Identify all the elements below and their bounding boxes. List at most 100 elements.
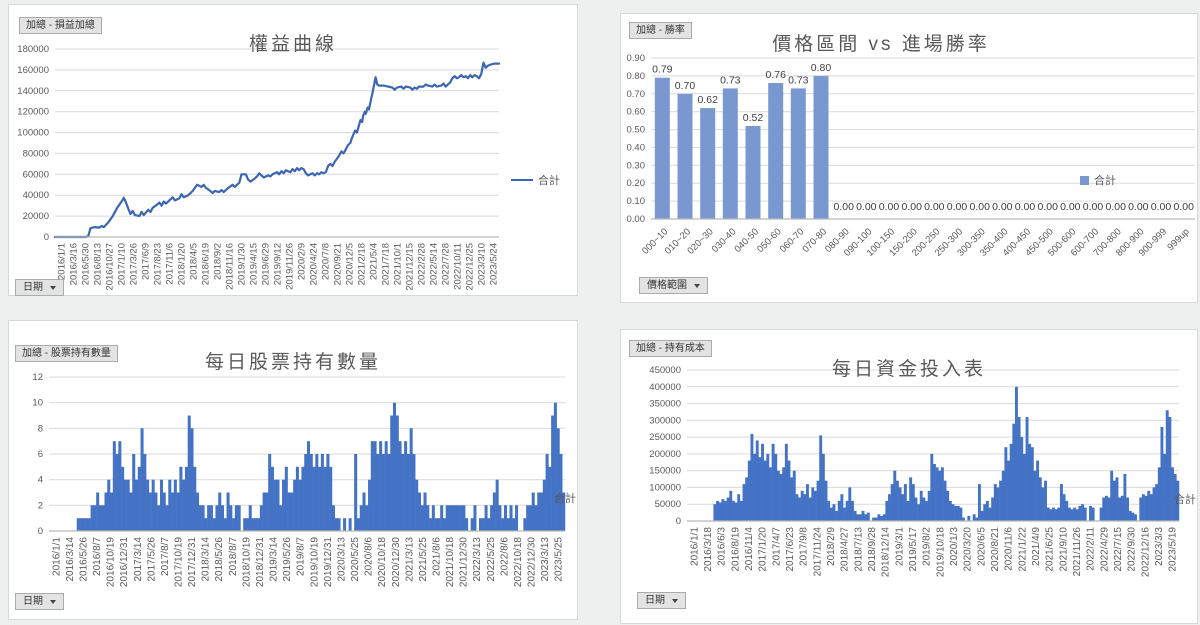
bar: [473, 505, 477, 531]
y-tick-label: 120000: [17, 107, 49, 118]
bar: [481, 518, 485, 531]
bar: [148, 492, 152, 531]
y-tick-label: 80000: [23, 148, 49, 159]
bar: [943, 480, 947, 521]
bar: [104, 492, 108, 531]
win-rate-panel: 0.00 0.10 0.20 0.30 0.40 0.50 0.60 0.70 0.80 0.90…: [620, 13, 1198, 303]
bar: [254, 518, 258, 531]
bar: [919, 490, 923, 521]
bar: [726, 497, 730, 521]
bar: [1171, 467, 1174, 521]
bar: [329, 466, 333, 531]
equity-curve-plot: 0 20000 40000 60000 80000 100000 120000 140000 1…: [17, 44, 501, 291]
x-tick-label: 2022/2/28: [417, 243, 428, 285]
y-tick-label: 0.60: [627, 107, 646, 118]
bar: [326, 454, 330, 531]
axis-button-label: 日期: [23, 281, 43, 293]
pivot-field-button-cost[interactable]: 加總 - 持有成本: [629, 340, 712, 357]
bar: [157, 505, 161, 531]
bar: [1036, 460, 1040, 521]
x-tick-label: 2023/3/3: [1154, 527, 1165, 566]
bar: [534, 505, 538, 531]
bar: [198, 505, 202, 531]
bar: [187, 415, 191, 531]
pivot-field-button-profit-sum[interactable]: 加總 - 損益加總: [19, 17, 102, 34]
pivot-field-button-holdings[interactable]: 加總 - 股票持有數量: [15, 345, 118, 362]
bar: [837, 500, 841, 521]
pivot-field-button-win-rate[interactable]: 加總 - 勝率: [629, 22, 692, 39]
chart-title: 權益曲線: [248, 34, 337, 55]
bar: [218, 492, 222, 531]
x-tick-label: 2021/5/25: [418, 537, 429, 582]
axis-button-label: 日期: [645, 594, 665, 606]
bar: [268, 454, 272, 531]
x-tick-label: 2017/6/23: [785, 527, 796, 572]
bar: [129, 492, 133, 531]
legend-label: 合計: [1174, 494, 1196, 506]
bar: [337, 518, 341, 531]
bar: [1038, 477, 1042, 521]
bar: [840, 494, 844, 521]
data-label: 0.76: [765, 69, 786, 81]
x-tick-label: 2021/2/18: [357, 243, 368, 285]
date-filter-button[interactable]: 日期: [637, 592, 686, 609]
date-filter-button[interactable]: 日期: [15, 279, 64, 296]
x-tick-label: 2017/8/23: [153, 243, 164, 285]
x-tick-label: 2017/8/7: [160, 537, 171, 576]
date-filter-button[interactable]: 日期: [15, 593, 64, 610]
bar: [548, 466, 552, 531]
x-tick-label: 2017/3/26: [129, 243, 140, 285]
bar: [243, 518, 247, 531]
bar: [956, 505, 960, 521]
x-tick-label: 2016/8/7: [92, 537, 103, 576]
bar: [713, 504, 717, 521]
bar: [903, 484, 907, 521]
bar: [365, 505, 369, 531]
x-tick-label: 2021/6/25: [1045, 527, 1056, 572]
bar: [1007, 460, 1010, 521]
x-tick-label: 2020/3/20: [963, 527, 974, 572]
data-label: 0.00: [879, 201, 900, 213]
bar: [1091, 507, 1095, 521]
y-tick-label: 450000: [649, 365, 681, 376]
bar: [110, 492, 114, 531]
bar: [882, 514, 886, 521]
x-tick-label: 2017/9/8: [799, 527, 810, 566]
y-tick-label: 400000: [649, 382, 681, 393]
x-tick-label: 2016/1/1: [689, 527, 700, 566]
bar: [959, 507, 963, 521]
x-tick-label: 2019/11/26: [285, 243, 296, 290]
bar: [132, 454, 136, 531]
bar: [1067, 507, 1071, 521]
data-label: 0.00: [901, 201, 922, 213]
bar: [1022, 453, 1026, 521]
bar: [700, 108, 716, 219]
x-tick-label: 2022/9/30: [1127, 527, 1138, 572]
data-label: 0.73: [788, 74, 809, 86]
bar: [737, 494, 741, 521]
price-range-filter-button[interactable]: 價格範圍: [639, 277, 708, 294]
bar: [101, 505, 105, 531]
x-tick-label: 2018/3/14: [201, 537, 212, 582]
bar: [415, 479, 419, 531]
y-tick-label: 200000: [649, 449, 681, 460]
y-tick-label: 4: [38, 475, 43, 486]
bar: [442, 518, 446, 531]
y-tick-label: 0: [676, 516, 681, 527]
x-tick-label: 2020/5/25: [350, 537, 361, 582]
bar: [1141, 494, 1145, 521]
bar: [98, 505, 102, 531]
bar: [168, 479, 172, 531]
bar: [118, 441, 122, 531]
legend-total: 合計: [511, 172, 560, 188]
x-tick-label: 2020/6/5: [976, 527, 987, 566]
bar: [848, 487, 852, 521]
bar: [922, 497, 926, 521]
bar: [276, 479, 280, 531]
bar: [490, 505, 494, 531]
bar: [76, 518, 80, 531]
bar: [782, 467, 786, 521]
bar: [813, 490, 817, 521]
bar: [721, 499, 725, 521]
x-tick-label: 2020/2/9: [297, 243, 308, 280]
